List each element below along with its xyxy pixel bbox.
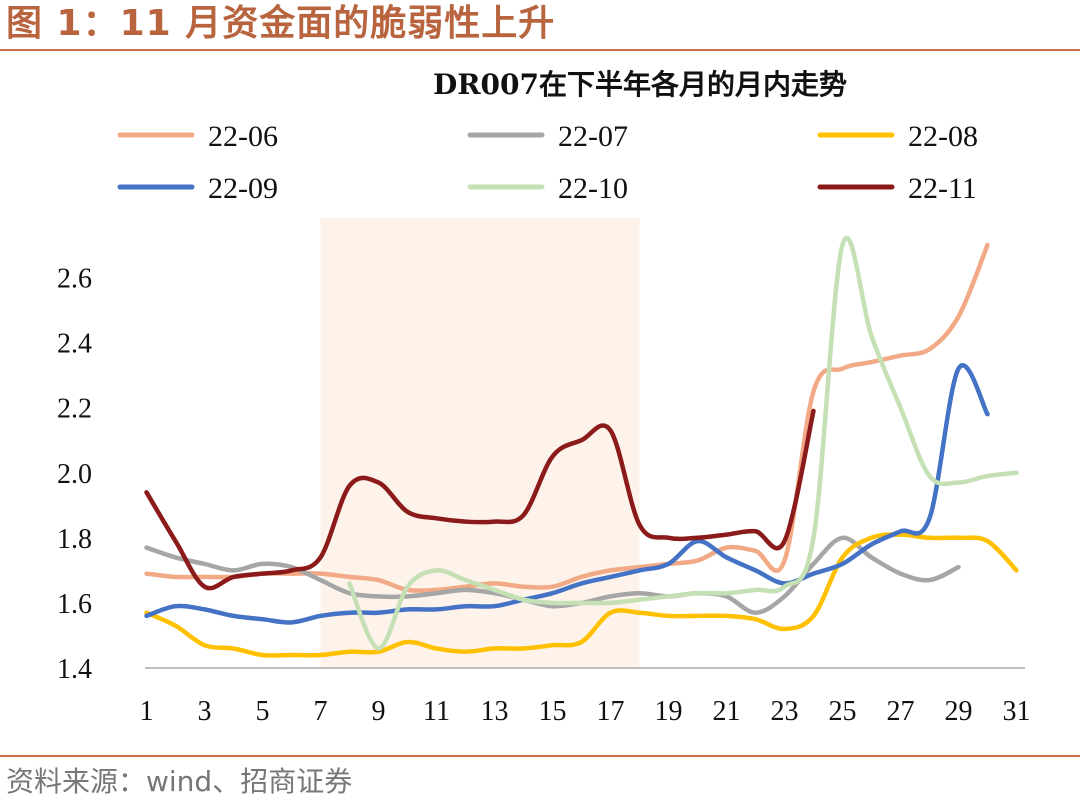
x-tick-label: 15 (539, 696, 567, 727)
y-tick-label: 1.4 (57, 654, 92, 685)
title-divider (0, 49, 1080, 51)
series-line-22-09 (144, 363, 990, 625)
y-tick-label: 2.6 (57, 264, 92, 295)
legend: 22-06 22-07 22-08 22-09 22-10 22-11 (117, 120, 978, 205)
x-tick-label: 31 (1003, 696, 1031, 727)
legend-label: 22-09 (208, 172, 278, 205)
y-tick-label: 1.6 (57, 589, 92, 620)
figure-title: 图 1：11 月资金面的脆弱性上升 (6, 3, 556, 44)
x-tick-label: 13 (481, 696, 509, 727)
dr007-line-chart: DR007在下半年各月的月内走势 1 3 5 7 9 11 13 15 17 19 21 23 25 27… (57, 68, 1031, 727)
legend-label: 22-10 (558, 172, 628, 205)
y-tick-label: 2.0 (57, 459, 92, 490)
x-tick-label: 23 (771, 696, 799, 727)
series-line-22-07 (144, 535, 961, 615)
x-tick-label: 7 (314, 696, 328, 727)
series-line-22-08 (144, 532, 1019, 658)
x-tick-label: 9 (372, 696, 386, 727)
series-line-22-06 (144, 242, 990, 593)
x-tick-label: 17 (597, 696, 625, 727)
legend-label: 22-08 (908, 120, 978, 153)
x-tick-label: 21 (713, 696, 741, 727)
source-divider (0, 755, 1080, 757)
x-tick-label: 3 (198, 696, 212, 727)
x-tick-label: 5 (256, 696, 270, 727)
series-line-22-10 (347, 235, 1019, 651)
chart-title: DR007在下半年各月的月内走势 (433, 68, 847, 101)
x-tick-label: 27 (887, 696, 915, 727)
y-tick-label: 2.4 (57, 329, 92, 360)
x-tick-label: 1 (140, 696, 154, 727)
series-layer (144, 235, 1019, 658)
axis-layer: 1 3 5 7 9 11 13 15 17 19 21 23 25 27 29 311.41.61.82.02… (57, 264, 1031, 727)
y-tick-label: 1.8 (57, 524, 92, 555)
x-tick-label: 11 (423, 696, 450, 727)
x-tick-label: 19 (655, 696, 683, 727)
legend-label: 22-06 (208, 120, 278, 153)
source-note: 资料来源：wind、招商证券 (6, 765, 353, 798)
legend-label: 22-11 (908, 172, 977, 205)
x-tick-label: 29 (945, 696, 973, 727)
y-tick-label: 2.2 (57, 394, 92, 425)
series-line-22-11 (144, 408, 816, 591)
legend-label: 22-07 (558, 120, 628, 153)
x-tick-label: 25 (829, 696, 857, 727)
